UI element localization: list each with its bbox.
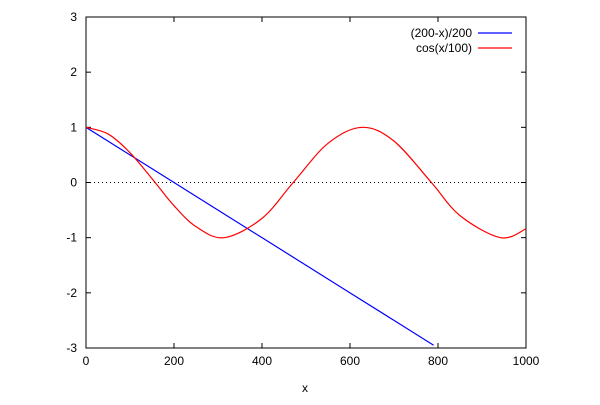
axes-layer: 0 200 400 600 800 1000 -3 -2 -1 0 1 2 3 [66,10,539,368]
x-tick-label: 0 [83,354,90,368]
legend-label-1: (200-x)/200 [411,26,473,40]
y-tick-label: 0 [70,176,77,190]
x-tick-label: 800 [428,354,448,368]
y-tick-label: 3 [70,10,77,24]
y-tick-label: -3 [66,341,77,355]
y-tick-label: -1 [66,231,77,245]
y-tick-label: 1 [70,120,77,134]
legend-label-2: cos(x/100) [416,41,472,55]
y-tick-label: -2 [66,286,77,300]
series-line-2 [85,126,527,239]
series-layer [85,126,527,346]
series-line-1 [85,126,434,346]
y-tick-label: 2 [70,65,77,79]
x-tick-label: 1000 [513,354,540,368]
x-axis-label: x [302,381,308,395]
x-tick-label: 200 [164,354,184,368]
x-tick-label: 600 [340,354,360,368]
x-tick-label: 400 [252,354,272,368]
